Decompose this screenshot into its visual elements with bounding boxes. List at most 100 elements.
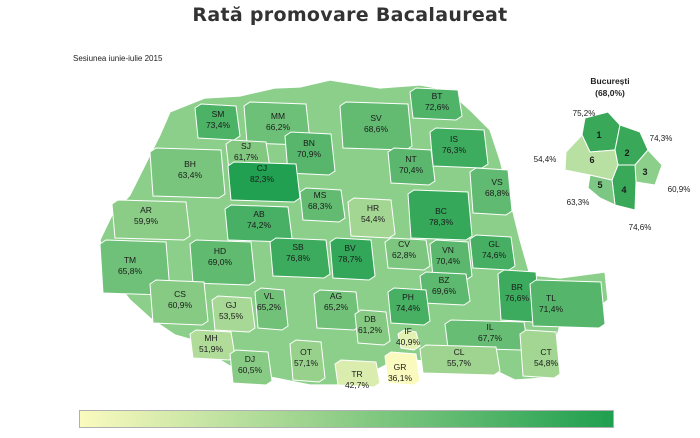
bucharest-sector-5-number: 5 xyxy=(597,180,602,190)
county-value-nt: 70,4% xyxy=(399,165,424,175)
county-value-bh: 63,4% xyxy=(178,170,203,180)
county-value-ot: 57,1% xyxy=(294,358,319,368)
county-code-bz: BZ xyxy=(439,275,450,285)
county-code-vn: VN xyxy=(442,245,454,255)
color-scale-legend xyxy=(79,410,614,428)
county-value-vs: 68,8% xyxy=(485,188,510,198)
county-value-sm: 73,4% xyxy=(206,120,231,130)
bucharest-sector-3-value: 60,9% xyxy=(668,185,691,194)
county-code-if: IF xyxy=(404,326,412,336)
county-value-ct: 54,8% xyxy=(534,358,559,368)
county-code-ot: OT xyxy=(300,347,312,357)
county-code-ab: AB xyxy=(253,209,265,219)
county-code-vl: VL xyxy=(264,291,275,301)
county-code-gr: GR xyxy=(394,362,407,372)
county-code-sb: SB xyxy=(292,242,304,252)
bucharest-sector-2-number: 2 xyxy=(624,148,629,158)
county-value-tr: 42,7% xyxy=(345,380,370,390)
county-code-ct: CT xyxy=(540,347,551,357)
county-value-gj: 53,5% xyxy=(219,311,244,321)
county-value-bv: 78,7% xyxy=(338,254,363,264)
county-value-bn: 70,9% xyxy=(297,149,322,159)
county-value-cs: 60,9% xyxy=(168,300,193,310)
county-value-ms: 68,3% xyxy=(308,201,333,211)
county-value-gl: 74,6% xyxy=(482,250,507,260)
county-code-tr: TR xyxy=(351,369,362,379)
county-code-sm: SM xyxy=(212,109,225,119)
bucharest-sector-6-number: 6 xyxy=(589,155,594,165)
county-code-bn: BN xyxy=(303,138,315,148)
county-code-bt: BT xyxy=(432,91,443,101)
county-code-dj: DJ xyxy=(245,354,255,364)
county-code-hd: HD xyxy=(214,246,226,256)
county-code-ph: PH xyxy=(402,292,414,302)
bucharest-sector-1-value: 75,2% xyxy=(573,109,596,118)
county-value-cj: 82,3% xyxy=(250,174,275,184)
bucharest-sector-3-number: 3 xyxy=(642,167,647,177)
county-value-ag: 65,2% xyxy=(324,302,349,312)
bucharest-rate: (68,0%) xyxy=(570,87,650,99)
county-code-ms: MS xyxy=(314,190,327,200)
county-value-dj: 60,5% xyxy=(238,365,263,375)
bucharest-sector-5-value: 63,3% xyxy=(567,198,590,207)
county-value-br: 76,6% xyxy=(505,293,530,303)
county-code-db: DB xyxy=(364,314,376,324)
county-value-sj: 61,7% xyxy=(234,152,259,162)
county-code-gj: GJ xyxy=(226,300,237,310)
county-value-hd: 69,0% xyxy=(208,257,233,267)
county-code-bv: BV xyxy=(344,243,356,253)
county-code-bh: BH xyxy=(184,159,196,169)
county-code-il: IL xyxy=(486,322,493,332)
bucharest-sector-4-value: 74,6% xyxy=(629,223,652,232)
bucharest-name: București xyxy=(570,75,650,87)
county-value-bt: 72,6% xyxy=(425,102,450,112)
county-value-vn: 70,4% xyxy=(436,256,461,266)
county-code-mh: MH xyxy=(204,333,217,343)
county-code-sj: SJ xyxy=(241,141,251,151)
county-value-ab: 74,2% xyxy=(247,220,272,230)
bucharest-sector-6-value: 54,4% xyxy=(534,155,557,164)
county-value-cv: 62,8% xyxy=(392,250,417,260)
county-value-is: 76,3% xyxy=(442,145,467,155)
bucharest-sector-4-number: 4 xyxy=(621,185,626,195)
county-code-is: IS xyxy=(450,134,458,144)
county-value-ar: 59,9% xyxy=(134,216,159,226)
county-value-vl: 65,2% xyxy=(257,302,282,312)
county-value-bc: 78,3% xyxy=(429,217,454,227)
county-code-sv: SV xyxy=(370,113,382,123)
county-value-tl: 71,4% xyxy=(539,304,564,314)
county-value-mm: 66,2% xyxy=(266,122,291,132)
county-code-mm: MM xyxy=(271,111,285,121)
county-value-db: 61,2% xyxy=(358,325,383,335)
county-code-gl: GL xyxy=(488,239,500,249)
county-value-cl: 55,7% xyxy=(447,358,472,368)
county-value-hr: 54,4% xyxy=(361,214,386,224)
county-value-tm: 65,8% xyxy=(118,266,143,276)
county-value-ph: 74,4% xyxy=(396,303,421,313)
county-code-vs: VS xyxy=(491,177,503,187)
county-code-hr: HR xyxy=(367,203,379,213)
county-code-nt: NT xyxy=(405,154,416,164)
county-code-ar: AR xyxy=(140,205,152,215)
county-code-tm: TM xyxy=(124,255,136,265)
bucharest-sector-2-value: 74,3% xyxy=(650,134,673,143)
county-value-il: 67,7% xyxy=(478,333,503,343)
county-value-if: 40,9% xyxy=(396,337,421,347)
county-value-sb: 76,8% xyxy=(286,253,311,263)
bucharest-sector-1-number: 1 xyxy=(596,130,601,140)
county-value-sv: 68,6% xyxy=(364,124,389,134)
county-code-tl: TL xyxy=(546,293,556,303)
county-code-cv: CV xyxy=(398,239,410,249)
county-code-cs: CS xyxy=(174,289,186,299)
county-code-br: BR xyxy=(511,282,523,292)
county-code-cl: CL xyxy=(454,347,465,357)
county-code-ag: AG xyxy=(330,291,342,301)
bucharest-inset: 1 2 3 4 5 6 75,2% 74,3% 60,9% 74,6% 63,3… xyxy=(534,109,691,232)
county-code-bc: BC xyxy=(435,206,447,216)
county-value-mh: 51,9% xyxy=(199,344,224,354)
county-value-bz: 69,6% xyxy=(432,286,457,296)
bucharest-title: București (68,0%) xyxy=(570,75,650,99)
county-value-gr: 36,1% xyxy=(388,373,413,383)
county-code-cj: CJ xyxy=(257,163,267,173)
